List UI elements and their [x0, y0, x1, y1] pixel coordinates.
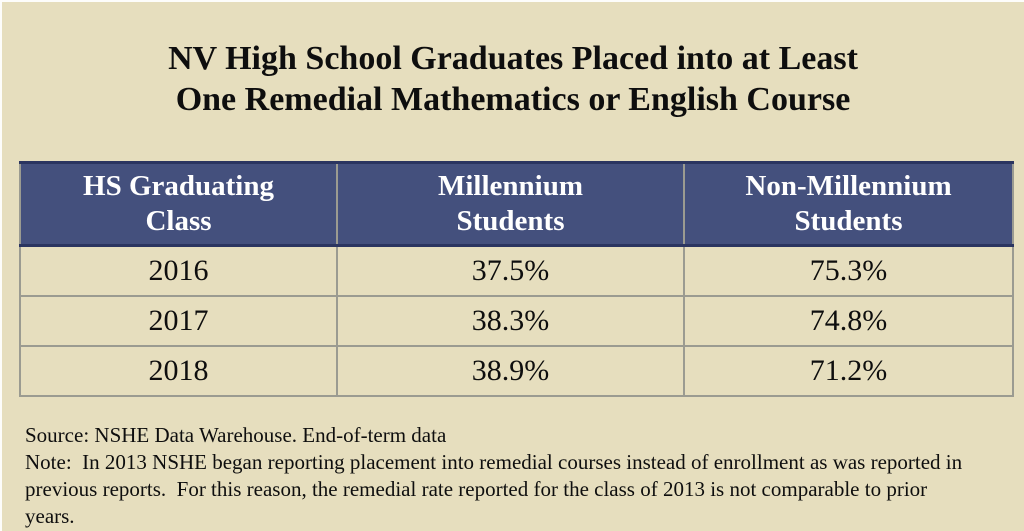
non-millennium-rate-cell: 74.8%	[683, 294, 1014, 347]
table-header-row: HS Graduating Class Millennium Students …	[19, 161, 1014, 247]
header-line: Millennium	[437, 170, 583, 202]
millennium-rate-cell: 37.5%	[336, 244, 685, 297]
non-millennium-rate-cell: 75.3%	[683, 244, 1014, 297]
year-cell: 2017	[19, 294, 338, 347]
page-title-line-2: One Remedial Mathematics or English Cour…	[175, 81, 851, 118]
header-line: Class	[145, 205, 212, 237]
header-line: HS Graduating	[83, 170, 274, 202]
table-row-2016: 2016 37.5% 75.3%	[19, 244, 1014, 297]
column-header-hs-graduating-class: HS Graduating Class	[19, 161, 338, 247]
remediation-rates-table: HS Graduating Class Millennium Students …	[19, 161, 1014, 397]
year-cell: 2016	[19, 244, 338, 297]
page-title-line-1: NV High School Graduates Placed into at …	[168, 40, 858, 77]
column-header-millennium-students: Millennium Students	[336, 161, 685, 247]
millennium-rate-cell: 38.9%	[336, 344, 685, 397]
millennium-rate-cell: 38.3%	[336, 294, 685, 347]
table-row-2017: 2017 38.3% 74.8%	[19, 294, 1014, 347]
header-line: Students	[794, 205, 903, 237]
footer-notes: Source: NSHE Data Warehouse. End-of-term…	[25, 422, 970, 530]
page-title: NV High School Graduates Placed into at …	[22, 38, 1004, 120]
comparability-note: Note: In 2013 NSHE began reporting place…	[25, 450, 968, 528]
source-note: Source: NSHE Data Warehouse. End-of-term…	[25, 423, 447, 447]
column-header-non-millennium-students: Non-Millennium Students	[683, 161, 1014, 247]
non-millennium-rate-cell: 71.2%	[683, 344, 1014, 397]
table-row-2018: 2018 38.9% 71.2%	[19, 344, 1014, 397]
header-line: Students	[456, 205, 565, 237]
header-line: Non-Millennium	[745, 170, 952, 202]
year-cell: 2018	[19, 344, 338, 397]
